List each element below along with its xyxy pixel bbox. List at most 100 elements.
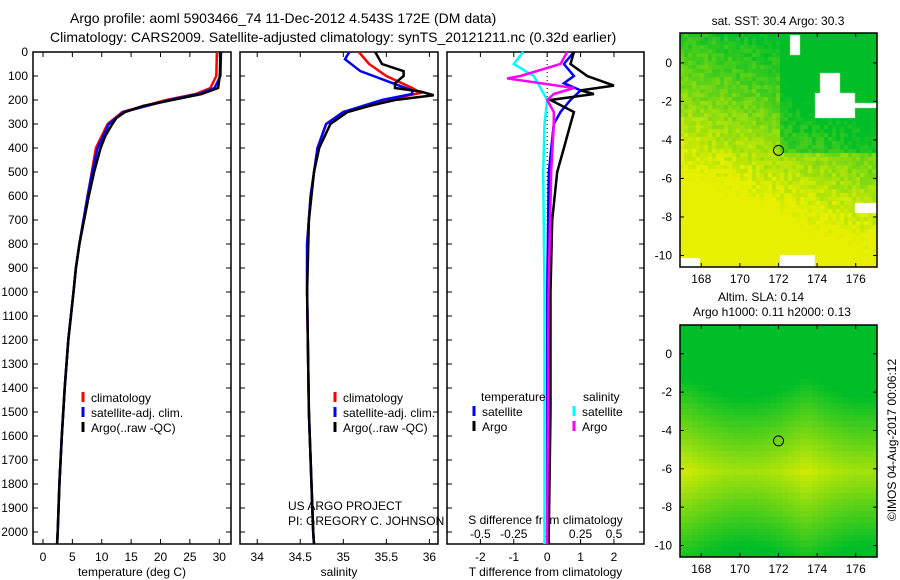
sst-map-ytick-label: -6 — [661, 171, 672, 185]
credit-project: US ARGO PROJECT — [288, 499, 403, 513]
sla-map-image — [680, 325, 877, 557]
temperature-xtick-label: 20 — [154, 550, 168, 564]
difference-xtick-label: 1 — [577, 550, 584, 564]
legend-salinity-item: Argo — [582, 420, 608, 434]
depth-tick-label: 600 — [8, 189, 28, 203]
depth-tick-label: 2000 — [1, 525, 28, 539]
difference-xtick-label: 0 — [544, 550, 551, 564]
legend-salinity-header: salinity — [583, 390, 620, 404]
temperature-xtick-label: 0 — [40, 550, 47, 564]
legend-temperature-item: Argo — [482, 420, 508, 434]
sla-map-ytick-label: -2 — [661, 385, 672, 399]
sla-map-frame — [679, 324, 878, 558]
title-line-2: Climatology: CARS2009. Satellite-adjuste… — [50, 29, 617, 45]
salinity-series-0000ff — [305, 51, 414, 545]
depth-tick-label: 400 — [8, 141, 28, 155]
legend-temperature-item: satellite — [482, 405, 523, 419]
temperature-series-000000 — [55, 51, 222, 545]
sst-map-title: sat. SST: 30.4 Argo: 30.3 — [712, 14, 845, 28]
s-diff-tick-label: -0.25 — [500, 527, 528, 541]
sla-map-ytick-label: -4 — [661, 423, 672, 437]
depth-tick-label: 1700 — [1, 453, 28, 467]
temperature-axes-frame — [32, 51, 232, 545]
salinity-xtick-label: 36 — [423, 550, 437, 564]
credit-pi: PI: GREGORY C. JOHNSON — [288, 514, 444, 528]
legend-salinity-item: satellite — [582, 405, 623, 419]
temperature-xlabel: temperature (deg C) — [78, 565, 186, 579]
sla-map-xtick-label: 168 — [691, 562, 711, 576]
depth-tick-label: 1900 — [1, 501, 28, 515]
temperature-xtick-label: 25 — [183, 550, 197, 564]
depth-tick-label: 0 — [21, 45, 28, 59]
sla-map-xtick-label: 170 — [730, 562, 750, 576]
depth-tick-label: 500 — [8, 165, 28, 179]
legend-temperature-header: temperature — [481, 390, 546, 404]
sst-map-argo-location-marker — [773, 144, 784, 156]
timestamp: ©IMOS 04-Aug-2017 00:06:12 — [885, 359, 899, 522]
temperature-xtick-label: 30 — [213, 550, 227, 564]
sla-map-xtick-label: 176 — [846, 562, 866, 576]
series-s-satellite — [511, 51, 549, 544]
salinity-xtick-label: 34.5 — [289, 550, 313, 564]
temperature-series-0000ff — [55, 51, 223, 545]
sst-map-ytick-label: -8 — [661, 210, 672, 224]
temperature-xtick-label: 5 — [69, 550, 76, 564]
depth-tick-label: 700 — [8, 213, 28, 227]
salinity-xtick-label: 35 — [337, 550, 351, 564]
salinity-legend-item: Argo(..raw -QC) — [343, 421, 428, 435]
sst-map-xtick-label: 172 — [768, 272, 788, 286]
depth-tick-label: 1800 — [1, 477, 28, 491]
depth-tick-label: 1300 — [1, 357, 28, 371]
sst-map-xtick-label: 176 — [846, 272, 866, 286]
sst-map-ytick-label: -10 — [655, 248, 673, 262]
temperature-series-ff0000 — [55, 51, 219, 545]
s-diff-tick-label: 0.5 — [606, 527, 623, 541]
sst-map-ytick-label: -2 — [661, 94, 672, 108]
series-t-argo — [546, 51, 615, 544]
sla-map-xtick-label: 174 — [807, 562, 827, 576]
depth-tick-label: 200 — [8, 93, 28, 107]
depth-tick-label: 1600 — [1, 429, 28, 443]
sla-map-ytick-label: 0 — [665, 347, 672, 361]
salinity-axes-frame — [239, 51, 439, 545]
difference-xtick-label: -1 — [508, 550, 519, 564]
difference-xlabel: T difference from climatology — [469, 565, 623, 579]
sst-map-frame — [679, 32, 878, 268]
sla-map-argo-location-marker — [773, 435, 784, 447]
sla-map-title: Altim. SLA: 0.14 — [718, 290, 804, 304]
difference-xtick-label: -2 — [475, 550, 486, 564]
depth-tick-label: 1100 — [2, 309, 28, 323]
temperature-legend-item: satellite-adj. clim. — [91, 406, 183, 420]
depth-tick-label: 900 — [8, 261, 28, 275]
depth-tick-label: 1200 — [1, 333, 28, 347]
sla-map-ytick-label: -10 — [655, 538, 673, 552]
depth-tick-label: 300 — [8, 117, 28, 131]
temperature-xtick-label: 15 — [124, 550, 138, 564]
depth-tick-label: 100 — [8, 69, 28, 83]
sla-map-xtick-label: 172 — [768, 562, 788, 576]
salinity-xlabel: salinity — [321, 565, 358, 579]
s-diff-tick-label: -0.5 — [470, 527, 491, 541]
sla-map-ytick-label: -8 — [661, 500, 672, 514]
salinity-legend-item: satellite-adj. clim. — [343, 406, 435, 420]
temperature-legend-item: climatology — [91, 391, 151, 405]
title-line-1: Argo profile: aoml 5903466_74 11-Dec-201… — [70, 10, 497, 26]
salinity-series-000000 — [305, 51, 435, 545]
salinity-xtick-label: 34 — [251, 550, 265, 564]
salinity-xtick-label: 35.5 — [375, 550, 399, 564]
sla-map-ytick-label: -6 — [661, 462, 672, 476]
sst-map-xtick-label: 170 — [730, 272, 750, 286]
difference-xtick-label: 2 — [611, 550, 618, 564]
sst-map-ytick-label: -4 — [661, 133, 672, 147]
depth-tick-label: 1500 — [1, 405, 28, 419]
depth-tick-label: 1400 — [1, 381, 28, 395]
temperature-xtick-label: 10 — [95, 550, 109, 564]
salinity-legend-item: climatology — [343, 391, 403, 405]
sst-map-xtick-label: 168 — [691, 272, 711, 286]
series-t-satellite — [545, 51, 583, 544]
sst-map-image — [680, 33, 877, 267]
sla-map-subtitle: Argo h1000: 0.11 h2000: 0.13 — [693, 305, 851, 319]
depth-tick-label: 1000 — [1, 285, 28, 299]
